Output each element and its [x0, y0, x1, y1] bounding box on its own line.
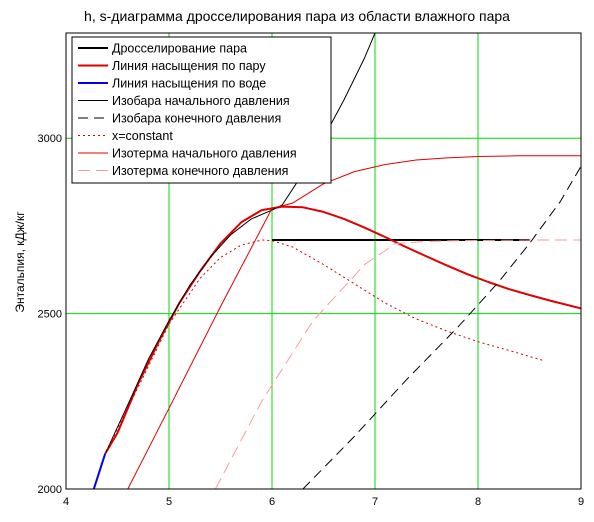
- x-tick-label: 4: [63, 496, 69, 508]
- series-layer: [92, 33, 581, 489]
- series-line-3: [92, 453, 107, 489]
- legend-label-7: Изотерма начального давления: [112, 147, 297, 161]
- series-line-6: [104, 239, 546, 455]
- legend: Дросселирование пара Линия насыщения по п…: [71, 36, 332, 184]
- tick-labels: 4 5 6 7 8 9 2000 2500 3000: [38, 133, 585, 508]
- x-tick-label: 5: [166, 496, 172, 508]
- legend-label-1: Дросселирование пара: [112, 42, 247, 56]
- y-tick-label: 3000: [38, 133, 62, 145]
- legend-label-3: Линия насыщения по воде: [112, 77, 266, 91]
- chart-title: h, s-диаграмма дросселирования пара из о…: [84, 8, 510, 24]
- x-tick-label: 7: [372, 496, 378, 508]
- legend-label-6: x=constant: [112, 129, 173, 143]
- x-tick-label: 9: [578, 496, 584, 508]
- series-line-7: [127, 155, 581, 489]
- series-line-8: [214, 239, 581, 489]
- legend-box: [71, 36, 332, 184]
- legend-label-8: Изотерма конечного давления: [112, 164, 288, 178]
- legend-label-4: Изобара начального давления: [112, 94, 290, 108]
- y-tick-label: 2500: [38, 309, 62, 321]
- plot-frame: [65, 32, 582, 490]
- grid-lines: [66, 33, 581, 489]
- x-tick-label: 8: [475, 496, 481, 508]
- series-line-5: [302, 166, 581, 489]
- series-line-2: [104, 205, 581, 455]
- series-line-4: [104, 33, 376, 455]
- y-tick-label: 2000: [38, 484, 62, 496]
- legend-label-5: Изобара конечного давления: [112, 112, 281, 126]
- x-tick-label: 6: [269, 496, 275, 508]
- legend-label-2: Линия насыщения по пару: [112, 59, 266, 73]
